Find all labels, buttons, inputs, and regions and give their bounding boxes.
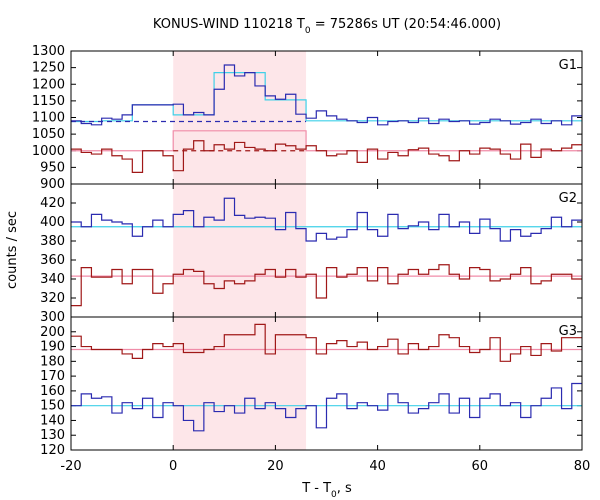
x-tick-label: 60: [472, 459, 489, 474]
panel-g2-y-tick-label: 300: [40, 310, 65, 325]
panel-g3-y-tick-label: 120: [40, 443, 65, 458]
panel-g2-label: G2: [559, 191, 577, 206]
panel-g1-y-tick-label: 900: [40, 177, 65, 192]
panel-g1-y-tick-label: 1300: [32, 44, 65, 59]
highlight-interval: [173, 51, 307, 450]
panel-g2-y-tick-label: 380: [40, 234, 65, 249]
panel-g2-series-red: [71, 264, 582, 307]
panel-g3-label: G3: [559, 324, 577, 339]
x-axis-label: T - T0, s: [301, 481, 352, 500]
panel-g1-y-tick-label: 950: [40, 160, 65, 175]
panel-g3-y-tick-label: 170: [40, 369, 65, 384]
panel-g2-y-tick-label: 320: [40, 291, 65, 306]
panel-g1-y-tick-label: 1200: [32, 77, 65, 92]
panel-g2-y-tick-label: 400: [40, 215, 65, 230]
panel-g3-y-tick-label: 190: [40, 340, 65, 355]
panel-g2-y-tick-label: 360: [40, 253, 65, 268]
panel-g2-y-tick-label: 340: [40, 272, 65, 287]
x-tick-label: 0: [169, 459, 177, 474]
panel-g3-series-blue: [71, 382, 582, 432]
panel-g1-label: G1: [559, 58, 577, 73]
panel-g3-frame: [70, 316, 583, 451]
y-axis-label: counts / sec: [5, 211, 20, 289]
panel-g3-y-tick-label: 180: [40, 354, 65, 369]
x-tick-label: -20: [60, 459, 81, 474]
panel-g3-y-tick-label: 150: [40, 399, 65, 414]
plot-area: 9009501000105011001150120012501300G13003…: [32, 44, 590, 474]
x-tick-label: 80: [574, 459, 591, 474]
panel-g3-y-tick-label: 130: [40, 428, 65, 443]
panel-g2-series-blue: [71, 197, 582, 242]
panel-g2-y-tick-label: 420: [40, 196, 65, 211]
panel-g1-frame: [70, 50, 583, 185]
panel-g1-y-tick-label: 1000: [32, 144, 65, 159]
panel-g1-series-red: [71, 140, 582, 173]
panel-g1-series-blue: [71, 64, 582, 126]
panel-g1-y-tick-label: 1250: [32, 61, 65, 76]
panel-g1-y-tick-label: 1150: [32, 94, 65, 109]
panel-g1-y-tick-label: 1100: [32, 111, 65, 126]
panel-g3-series-red: [71, 323, 582, 362]
panel-g3-y-tick-label: 200: [40, 325, 65, 340]
panel-g1-y-tick-label: 1050: [32, 127, 65, 142]
panel-g1-fit-1: [71, 130, 582, 152]
panel-g3-y-tick-label: 140: [40, 413, 65, 428]
panel-g3-y-tick-label: 160: [40, 384, 65, 399]
x-tick-label: 40: [369, 459, 386, 474]
x-tick-label: 20: [267, 459, 284, 474]
chart-title: KONUS-WIND 110218 T0 = 75286s UT (20:54:…: [153, 17, 501, 36]
